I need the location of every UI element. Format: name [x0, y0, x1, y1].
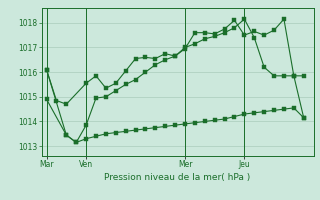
X-axis label: Pression niveau de la mer( hPa ): Pression niveau de la mer( hPa ): [104, 173, 251, 182]
